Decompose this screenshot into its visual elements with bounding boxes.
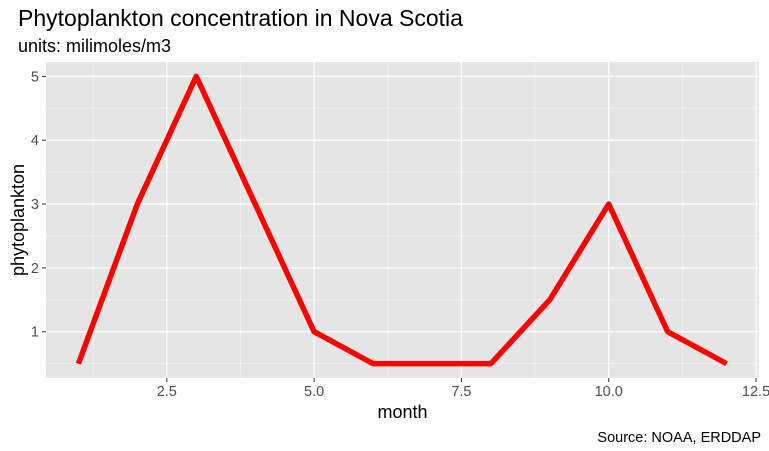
y-axis-ticks: 1 2 3 4 5 bbox=[31, 69, 46, 341]
series-line-0 bbox=[75, 73, 728, 367]
x-axis-title: month bbox=[377, 402, 427, 422]
y-tick-label: 4 bbox=[31, 133, 39, 149]
chart-title: Phytoplankton concentration in Nova Scot… bbox=[18, 5, 463, 31]
x-axis-ticks: 2.5 5.0 7.5 10.0 12.5 bbox=[157, 378, 769, 400]
y-axis-title: phytoplankton bbox=[8, 164, 28, 276]
x-tick-label: 5.0 bbox=[304, 384, 324, 400]
x-tick-label: 7.5 bbox=[451, 384, 471, 400]
y-tick-label: 5 bbox=[31, 69, 39, 85]
x-tick-label: 2.5 bbox=[157, 384, 177, 400]
x-tick-label: 10.0 bbox=[595, 384, 623, 400]
chart-subtitle: units: milimoles/m3 bbox=[18, 36, 171, 56]
chart-caption: Source: NOAA, ERDDAP bbox=[597, 430, 761, 446]
data-series bbox=[75, 73, 728, 367]
y-tick-label: 1 bbox=[31, 325, 39, 341]
y-tick-label: 2 bbox=[31, 261, 39, 277]
plot-panel bbox=[46, 62, 759, 378]
y-tick-label: 3 bbox=[31, 197, 39, 213]
x-tick-label: 12.5 bbox=[742, 384, 769, 400]
